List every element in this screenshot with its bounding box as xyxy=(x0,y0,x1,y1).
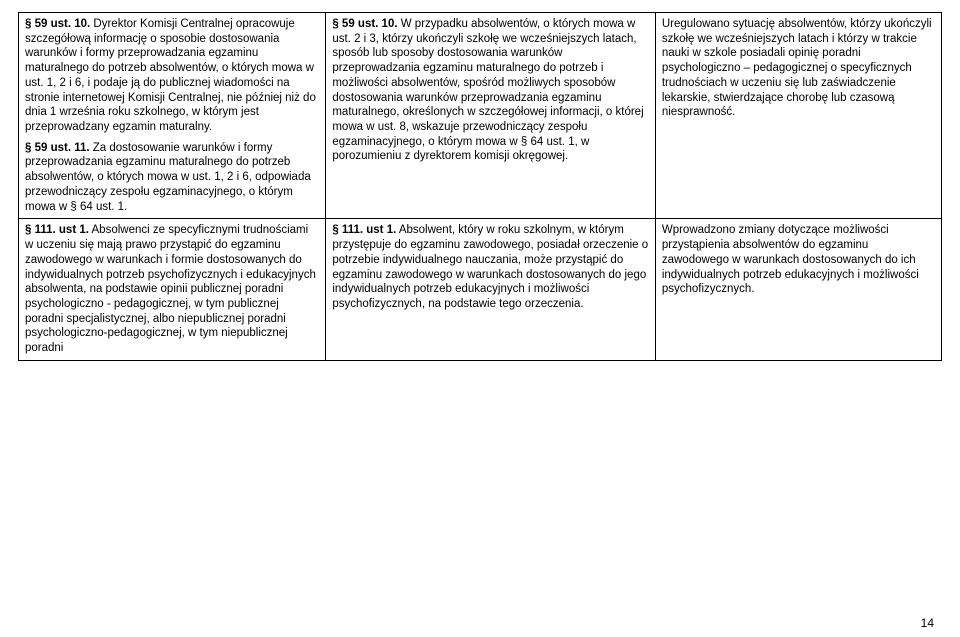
cell-r2c3: Wprowadzono zmiany dotyczące możliwości … xyxy=(655,219,941,360)
table-row: § 59 ust. 10. Dyrektor Komisji Centralne… xyxy=(19,13,942,219)
paragraph-text: Dyrektor Komisji Centralnej opracowuje s… xyxy=(25,18,316,133)
paragraph: § 111. ust 1. Absolwenci ze specyficznym… xyxy=(25,223,319,355)
paragraph-text: Absolwent, który w roku szkolnym, w któr… xyxy=(332,224,648,310)
cell-r2c2: § 111. ust 1. Absolwent, który w roku sz… xyxy=(326,219,656,360)
paragraph-text: Wprowadzono zmiany dotyczące możliwości … xyxy=(662,224,919,295)
table-row: § 111. ust 1. Absolwenci ze specyficznym… xyxy=(19,219,942,360)
paragraph-text: Uregulowano sytuację absolwentów, którzy… xyxy=(662,18,932,118)
page-number: 14 xyxy=(921,616,934,631)
paragraph: Uregulowano sytuację absolwentów, którzy… xyxy=(662,17,935,120)
section-ref: § 59 ust. 11. xyxy=(25,142,90,154)
section-ref: § 111. ust 1. xyxy=(332,224,396,236)
comparison-table: § 59 ust. 10. Dyrektor Komisji Centralne… xyxy=(18,12,942,361)
paragraph-text: W przypadku absolwentów, o których mowa … xyxy=(332,18,643,162)
paragraph-text: Absolwenci ze specyficznymi trudnościami… xyxy=(25,224,316,354)
paragraph: § 59 ust. 10. W przypadku absolwentów, o… xyxy=(332,17,649,164)
paragraph: § 59 ust. 11. Za dostosowanie warunków i… xyxy=(25,141,319,215)
paragraph: § 59 ust. 10. Dyrektor Komisji Centralne… xyxy=(25,17,319,135)
section-ref: § 59 ust. 10. xyxy=(332,18,397,30)
cell-r2c1: § 111. ust 1. Absolwenci ze specyficznym… xyxy=(19,219,326,360)
section-ref: § 111. ust 1. xyxy=(25,224,89,236)
paragraph: § 111. ust 1. Absolwent, który w roku sz… xyxy=(332,223,649,311)
cell-r1c2: § 59 ust. 10. W przypadku absolwentów, o… xyxy=(326,13,656,219)
cell-r1c1: § 59 ust. 10. Dyrektor Komisji Centralne… xyxy=(19,13,326,219)
paragraph: Wprowadzono zmiany dotyczące możliwości … xyxy=(662,223,935,297)
section-ref: § 59 ust. 10. xyxy=(25,18,90,30)
cell-r1c3: Uregulowano sytuację absolwentów, którzy… xyxy=(655,13,941,219)
